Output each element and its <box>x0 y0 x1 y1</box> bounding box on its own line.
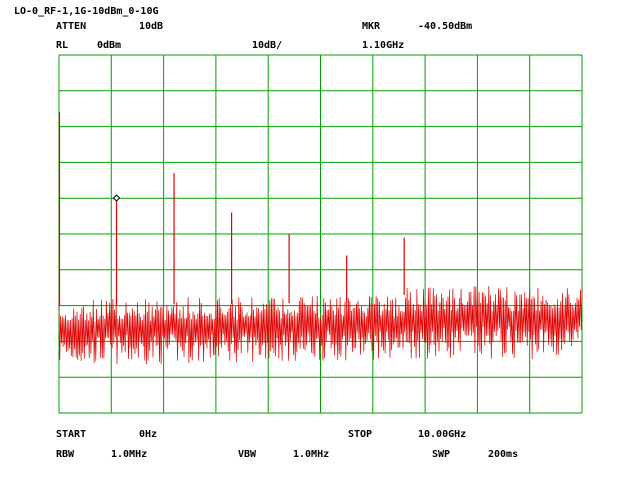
marker-diamond-icon <box>112 194 121 202</box>
rbw-label: RBW <box>56 449 75 460</box>
start-value: 0Hz <box>139 429 158 440</box>
rbw-value: 1.0MHz <box>111 449 148 460</box>
start-label: START <box>56 429 87 440</box>
scale-value: 10dB/ <box>252 40 283 51</box>
atten-label: ATTEN <box>56 21 87 32</box>
swp-value: 200ms <box>488 449 519 460</box>
chart-title: LO-0_RF-1,1G-10dBm_0-10G <box>14 6 159 17</box>
atten-value: 10dB <box>139 21 164 32</box>
noise-floor-trace <box>58 285 583 365</box>
mkr-frequency: 1.10GHz <box>362 40 405 51</box>
marker <box>112 194 121 202</box>
vbw-label: VBW <box>238 449 257 460</box>
stop-value: 10.00GHz <box>418 429 467 440</box>
swp-label: SWP <box>432 449 451 460</box>
rl-value: 0dBm <box>97 40 122 51</box>
mkr-label: MKR <box>362 21 381 32</box>
rl-label: RL <box>56 40 69 51</box>
mkr-value: -40.50dBm <box>418 21 473 32</box>
stop-label: STOP <box>348 429 373 440</box>
spectrum-trace <box>58 112 583 365</box>
vbw-value: 1.0MHz <box>293 449 330 460</box>
